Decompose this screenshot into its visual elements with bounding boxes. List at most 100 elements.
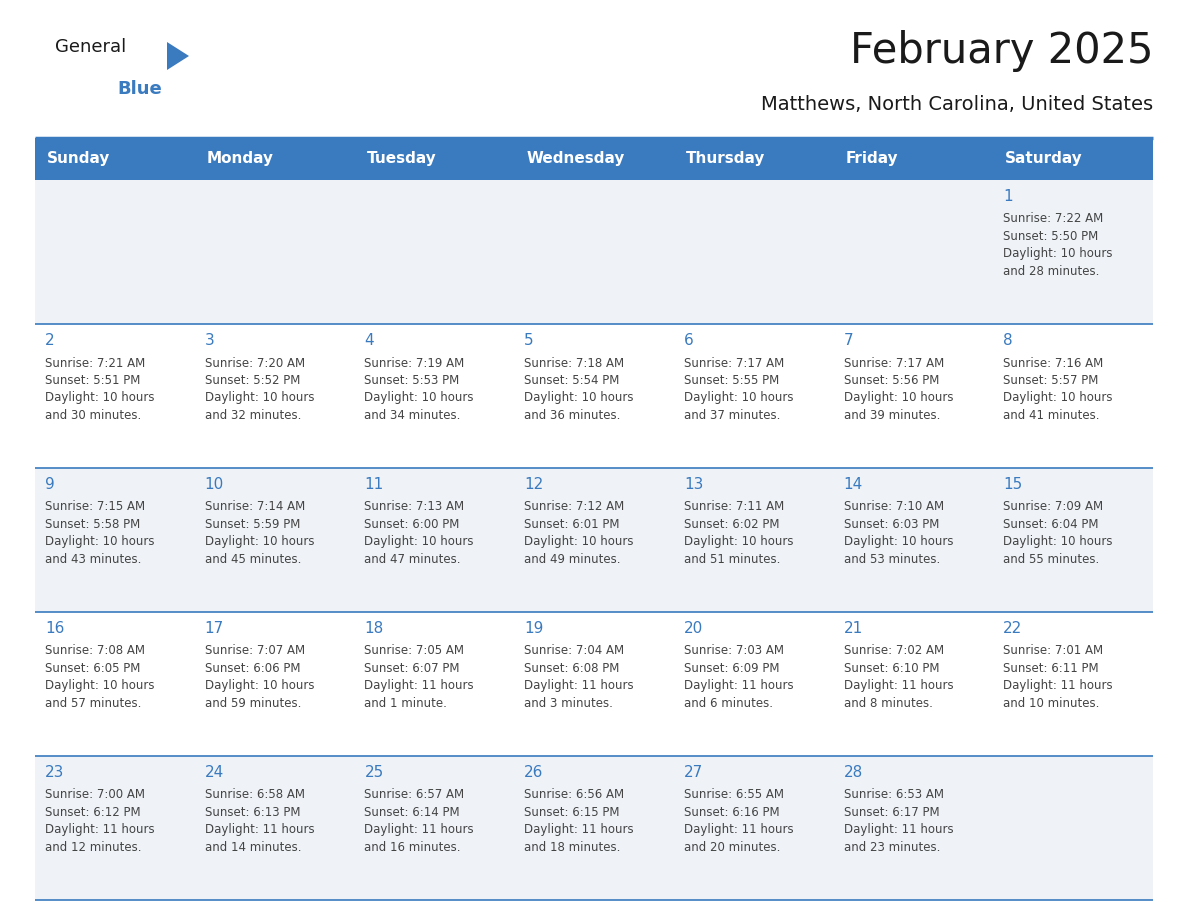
Text: Sunrise: 7:04 AM: Sunrise: 7:04 AM — [524, 644, 624, 657]
Text: and 39 minutes.: and 39 minutes. — [843, 409, 940, 422]
Text: Matthews, North Carolina, United States: Matthews, North Carolina, United States — [760, 95, 1154, 114]
Text: Daylight: 11 hours: Daylight: 11 hours — [843, 679, 953, 692]
Text: and 34 minutes.: and 34 minutes. — [365, 409, 461, 422]
Text: Daylight: 11 hours: Daylight: 11 hours — [365, 823, 474, 836]
Text: and 32 minutes.: and 32 minutes. — [204, 409, 301, 422]
Text: Daylight: 11 hours: Daylight: 11 hours — [204, 823, 315, 836]
Text: Daylight: 10 hours: Daylight: 10 hours — [684, 391, 794, 405]
Text: Sunset: 6:07 PM: Sunset: 6:07 PM — [365, 662, 460, 675]
Text: Sunrise: 6:57 AM: Sunrise: 6:57 AM — [365, 789, 465, 801]
Text: 12: 12 — [524, 477, 543, 492]
Text: Sunset: 6:04 PM: Sunset: 6:04 PM — [1004, 518, 1099, 531]
Text: and 23 minutes.: and 23 minutes. — [843, 841, 940, 854]
Text: Sunrise: 7:09 AM: Sunrise: 7:09 AM — [1004, 500, 1104, 513]
Text: Daylight: 10 hours: Daylight: 10 hours — [45, 679, 154, 692]
Text: 7: 7 — [843, 333, 853, 348]
Text: and 49 minutes.: and 49 minutes. — [524, 553, 620, 566]
Text: and 28 minutes.: and 28 minutes. — [1004, 265, 1100, 278]
Text: Sunset: 5:50 PM: Sunset: 5:50 PM — [1004, 230, 1099, 243]
Text: Sunset: 6:15 PM: Sunset: 6:15 PM — [524, 806, 620, 819]
Text: and 14 minutes.: and 14 minutes. — [204, 841, 302, 854]
Text: 17: 17 — [204, 621, 225, 636]
Text: 18: 18 — [365, 621, 384, 636]
Text: Sunrise: 7:13 AM: Sunrise: 7:13 AM — [365, 500, 465, 513]
Text: Tuesday: Tuesday — [366, 151, 436, 166]
Text: Daylight: 10 hours: Daylight: 10 hours — [204, 535, 314, 548]
Text: 26: 26 — [524, 765, 544, 780]
Text: 15: 15 — [1004, 477, 1023, 492]
Text: Friday: Friday — [846, 151, 898, 166]
Text: Blue: Blue — [116, 80, 162, 98]
Text: 13: 13 — [684, 477, 703, 492]
Text: Sunset: 5:55 PM: Sunset: 5:55 PM — [684, 374, 779, 387]
Text: 8: 8 — [1004, 333, 1013, 348]
Text: and 36 minutes.: and 36 minutes. — [524, 409, 620, 422]
Text: Sunrise: 7:16 AM: Sunrise: 7:16 AM — [1004, 356, 1104, 370]
Text: and 12 minutes.: and 12 minutes. — [45, 841, 141, 854]
Text: Sunrise: 7:21 AM: Sunrise: 7:21 AM — [45, 356, 145, 370]
Text: Daylight: 11 hours: Daylight: 11 hours — [684, 823, 794, 836]
Bar — [34, 756, 1154, 900]
Text: Sunset: 6:02 PM: Sunset: 6:02 PM — [684, 518, 779, 531]
Text: Daylight: 11 hours: Daylight: 11 hours — [45, 823, 154, 836]
Text: Sunrise: 7:15 AM: Sunrise: 7:15 AM — [45, 500, 145, 513]
Text: Sunrise: 6:58 AM: Sunrise: 6:58 AM — [204, 789, 304, 801]
Text: Sunrise: 7:22 AM: Sunrise: 7:22 AM — [1004, 212, 1104, 226]
Text: Wednesday: Wednesday — [526, 151, 625, 166]
Text: 25: 25 — [365, 765, 384, 780]
Text: 20: 20 — [684, 621, 703, 636]
Text: 3: 3 — [204, 333, 215, 348]
Text: and 10 minutes.: and 10 minutes. — [1004, 697, 1100, 710]
Text: Sunrise: 7:20 AM: Sunrise: 7:20 AM — [204, 356, 305, 370]
Text: February 2025: February 2025 — [849, 30, 1154, 72]
Text: Sunrise: 7:17 AM: Sunrise: 7:17 AM — [843, 356, 943, 370]
Text: and 53 minutes.: and 53 minutes. — [843, 553, 940, 566]
Text: Daylight: 10 hours: Daylight: 10 hours — [843, 535, 953, 548]
Text: Sunrise: 7:05 AM: Sunrise: 7:05 AM — [365, 644, 465, 657]
Text: 14: 14 — [843, 477, 862, 492]
Text: Daylight: 11 hours: Daylight: 11 hours — [365, 679, 474, 692]
Text: and 1 minute.: and 1 minute. — [365, 697, 448, 710]
Text: Sunrise: 7:12 AM: Sunrise: 7:12 AM — [524, 500, 625, 513]
Text: 9: 9 — [45, 477, 55, 492]
Text: 11: 11 — [365, 477, 384, 492]
Text: 19: 19 — [524, 621, 544, 636]
Text: Sunset: 5:58 PM: Sunset: 5:58 PM — [45, 518, 140, 531]
Text: Sunrise: 7:11 AM: Sunrise: 7:11 AM — [684, 500, 784, 513]
Text: and 45 minutes.: and 45 minutes. — [204, 553, 301, 566]
Text: 24: 24 — [204, 765, 225, 780]
Text: Sunrise: 7:02 AM: Sunrise: 7:02 AM — [843, 644, 943, 657]
Text: Sunset: 5:53 PM: Sunset: 5:53 PM — [365, 374, 460, 387]
Bar — [34, 138, 1154, 180]
Text: Daylight: 10 hours: Daylight: 10 hours — [524, 391, 633, 405]
Text: Sunset: 5:59 PM: Sunset: 5:59 PM — [204, 518, 301, 531]
Text: and 20 minutes.: and 20 minutes. — [684, 841, 781, 854]
Text: and 6 minutes.: and 6 minutes. — [684, 697, 773, 710]
Text: Thursday: Thursday — [685, 151, 765, 166]
Text: 6: 6 — [684, 333, 694, 348]
Text: Sunrise: 6:55 AM: Sunrise: 6:55 AM — [684, 789, 784, 801]
Text: Sunset: 5:57 PM: Sunset: 5:57 PM — [1004, 374, 1099, 387]
Text: 10: 10 — [204, 477, 225, 492]
Text: and 57 minutes.: and 57 minutes. — [45, 697, 141, 710]
Text: Daylight: 10 hours: Daylight: 10 hours — [45, 535, 154, 548]
Text: Sunset: 6:11 PM: Sunset: 6:11 PM — [1004, 662, 1099, 675]
Text: Sunrise: 7:17 AM: Sunrise: 7:17 AM — [684, 356, 784, 370]
Text: and 37 minutes.: and 37 minutes. — [684, 409, 781, 422]
Text: Sunrise: 7:19 AM: Sunrise: 7:19 AM — [365, 356, 465, 370]
Text: Daylight: 10 hours: Daylight: 10 hours — [204, 679, 314, 692]
Text: Sunset: 6:00 PM: Sunset: 6:00 PM — [365, 518, 460, 531]
Text: Sunset: 6:17 PM: Sunset: 6:17 PM — [843, 806, 940, 819]
Text: and 59 minutes.: and 59 minutes. — [204, 697, 301, 710]
Text: Daylight: 10 hours: Daylight: 10 hours — [45, 391, 154, 405]
Text: Sunset: 6:16 PM: Sunset: 6:16 PM — [684, 806, 779, 819]
Text: Sunset: 6:06 PM: Sunset: 6:06 PM — [204, 662, 301, 675]
Text: Sunset: 6:01 PM: Sunset: 6:01 PM — [524, 518, 620, 531]
Text: Daylight: 11 hours: Daylight: 11 hours — [524, 679, 633, 692]
Text: Daylight: 11 hours: Daylight: 11 hours — [524, 823, 633, 836]
Text: Sunset: 6:10 PM: Sunset: 6:10 PM — [843, 662, 939, 675]
Text: 23: 23 — [45, 765, 64, 780]
Text: Sunday: Sunday — [48, 151, 110, 166]
Text: Sunset: 5:56 PM: Sunset: 5:56 PM — [843, 374, 939, 387]
Text: Saturday: Saturday — [1005, 151, 1083, 166]
